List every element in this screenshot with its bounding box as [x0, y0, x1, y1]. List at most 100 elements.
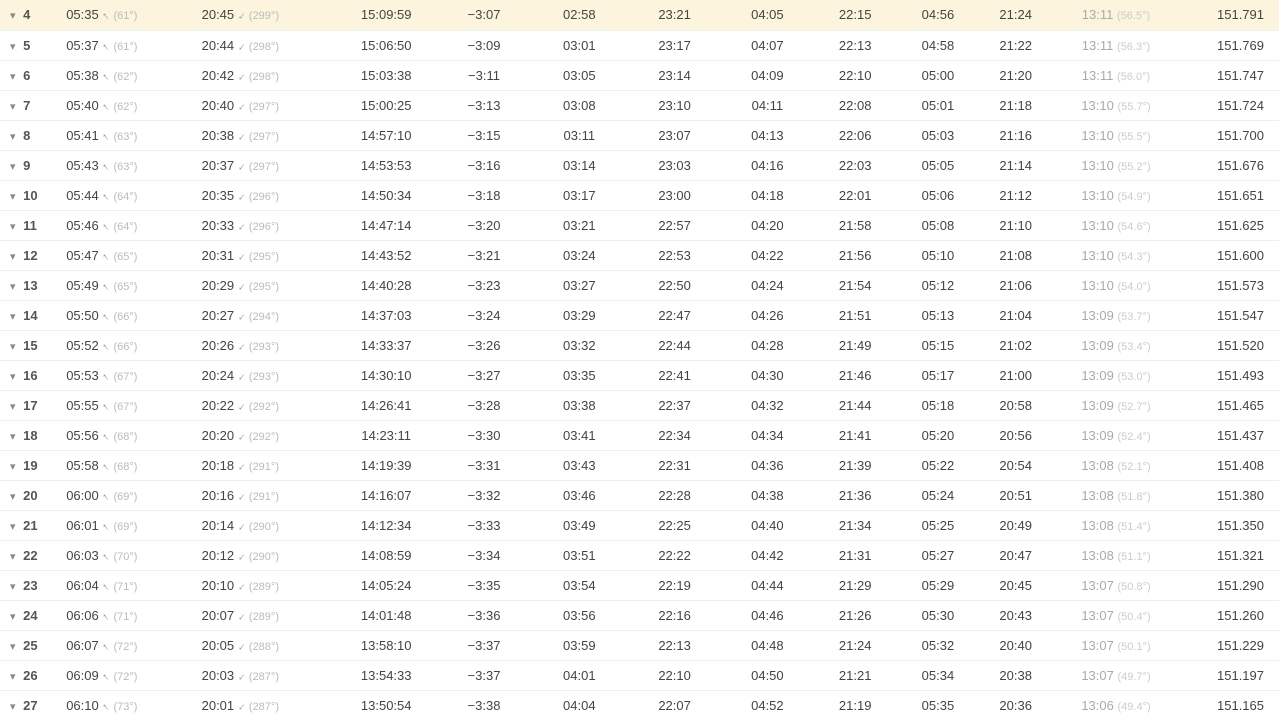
noon-cell: 13:07 (50.4°) — [1053, 600, 1178, 630]
table-row[interactable]: ▾ 2406:06 ↑ (71°)20:07 ↑ (289°)14:01:48−… — [0, 600, 1279, 630]
noon-angle: (55.5°) — [1117, 131, 1150, 143]
table-row[interactable]: ▾ 1705:55 ↑ (67°)20:22 ↑ (292°)14:26:41−… — [0, 390, 1279, 420]
table-row[interactable]: ▾ 1805:56 ↑ (68°)20:20 ↑ (292°)14:23:11−… — [0, 420, 1279, 450]
day-number: 17 — [23, 398, 37, 413]
astro-start-cell: 03:05 — [532, 60, 627, 90]
day-cell: ▾ 12 — [0, 240, 60, 270]
day-number: 6 — [23, 68, 30, 83]
table-row[interactable]: ▾ 1905:58 ↑ (68°)20:18 ↑ (291°)14:19:39−… — [0, 450, 1279, 480]
daylength-cell: 15:00:25 — [336, 90, 436, 120]
table-row[interactable]: ▾ 905:43 ↑ (63°)20:37 ↑ (297°)14:53:53−3… — [0, 150, 1279, 180]
table-row[interactable]: ▾ 1405:50 ↑ (66°)20:27 ↑ (294°)14:37:03−… — [0, 300, 1279, 330]
sunset-arrow-icon: ↑ — [236, 490, 248, 503]
sunset-angle: (298°) — [249, 41, 279, 53]
sunset-time: 20:29 — [202, 278, 235, 293]
noon-cell: 13:11 (56.3°) — [1053, 30, 1178, 60]
naut-end-cell: 22:06 — [813, 120, 898, 150]
table-row[interactable]: ▾ 2206:03 ↑ (70°)20:12 ↑ (290°)14:08:59−… — [0, 540, 1279, 570]
noon-cell: 13:08 (51.4°) — [1053, 510, 1178, 540]
table-row[interactable]: ▾ 2006:00 ↑ (69°)20:16 ↑ (291°)14:16:07−… — [0, 480, 1279, 510]
distance-cell: 151.493 — [1179, 360, 1279, 390]
naut-start-cell: 04:11 — [722, 90, 812, 120]
civil-start-cell: 05:35 — [898, 690, 978, 720]
sunset-time: 20:35 — [202, 188, 235, 203]
table-row[interactable]: ▾ 2606:09 ↑ (72°)20:03 ↑ (287°)13:54:33−… — [0, 660, 1279, 690]
sunrise-cell: 06:07 ↑ (72°) — [60, 630, 195, 660]
noon-angle: (53.4°) — [1117, 341, 1150, 353]
diff-cell: −3:28 — [436, 390, 531, 420]
civil-end-cell: 21:08 — [978, 240, 1053, 270]
sunrise-time: 05:56 — [66, 428, 99, 443]
sunset-angle: (293°) — [249, 341, 279, 353]
sunset-angle: (295°) — [249, 251, 279, 263]
daylength-cell: 14:08:59 — [336, 540, 436, 570]
table-row[interactable]: ▾ 1305:49 ↑ (65°)20:29 ↑ (295°)14:40:28−… — [0, 270, 1279, 300]
astro-start-cell: 03:01 — [532, 30, 627, 60]
naut-start-cell: 04:44 — [722, 570, 812, 600]
daylength-cell: 15:06:50 — [336, 30, 436, 60]
noon-cell: 13:09 (52.4°) — [1053, 420, 1178, 450]
distance-cell: 151.197 — [1179, 660, 1279, 690]
sunrise-angle: (63°) — [113, 161, 137, 173]
civil-start-cell: 04:56 — [898, 0, 978, 30]
sunset-time: 20:26 — [202, 338, 235, 353]
sunrise-cell: 06:04 ↑ (71°) — [60, 570, 195, 600]
astro-end-cell: 23:14 — [627, 60, 722, 90]
sunset-angle: (292°) — [249, 431, 279, 443]
sunset-time: 20:38 — [202, 128, 235, 143]
table-row[interactable]: ▾ 405:35 ↑ (61°)20:45 ↑ (299°)15:09:59−3… — [0, 0, 1279, 30]
civil-end-cell: 20:54 — [978, 450, 1053, 480]
astro-end-cell: 22:47 — [627, 300, 722, 330]
diff-cell: −3:37 — [436, 630, 531, 660]
distance-cell: 151.791 — [1179, 0, 1279, 30]
naut-end-cell: 21:54 — [813, 270, 898, 300]
sunset-cell: 20:01 ↑ (287°) — [196, 690, 336, 720]
table-row[interactable]: ▾ 1605:53 ↑ (67°)20:24 ↑ (293°)14:30:10−… — [0, 360, 1279, 390]
table-row[interactable]: ▾ 1205:47 ↑ (65°)20:31 ↑ (295°)14:43:52−… — [0, 240, 1279, 270]
sunrise-angle: (63°) — [113, 131, 137, 143]
table-row[interactable]: ▾ 605:38 ↑ (62°)20:42 ↑ (298°)15:03:38−3… — [0, 60, 1279, 90]
sunset-time: 20:18 — [202, 458, 235, 473]
table-row[interactable]: ▾ 705:40 ↑ (62°)20:40 ↑ (297°)15:00:25−3… — [0, 90, 1279, 120]
table-row[interactable]: ▾ 1505:52 ↑ (66°)20:26 ↑ (293°)14:33:37−… — [0, 330, 1279, 360]
table-row[interactable]: ▾ 2506:07 ↑ (72°)20:05 ↑ (288°)13:58:10−… — [0, 630, 1279, 660]
sunset-cell: 20:42 ↑ (298°) — [196, 60, 336, 90]
table-row[interactable]: ▾ 505:37 ↑ (61°)20:44 ↑ (298°)15:06:50−3… — [0, 30, 1279, 60]
noon-angle: (56.5°) — [1117, 10, 1150, 22]
sunrise-cell: 05:37 ↑ (61°) — [60, 30, 195, 60]
astro-start-cell: 03:56 — [532, 600, 627, 630]
table-row[interactable]: ▾ 2706:10 ↑ (73°)20:01 ↑ (287°)13:50:54−… — [0, 690, 1279, 720]
sunset-cell: 20:33 ↑ (296°) — [196, 210, 336, 240]
astro-end-cell: 22:50 — [627, 270, 722, 300]
table-row[interactable]: ▾ 805:41 ↑ (63°)20:38 ↑ (297°)14:57:10−3… — [0, 120, 1279, 150]
day-cell: ▾ 11 — [0, 210, 60, 240]
day-number: 16 — [23, 368, 37, 383]
day-cell: ▾ 14 — [0, 300, 60, 330]
astro-end-cell: 22:37 — [627, 390, 722, 420]
astro-end-cell: 22:53 — [627, 240, 722, 270]
table-row[interactable]: ▾ 2306:04 ↑ (71°)20:10 ↑ (289°)14:05:24−… — [0, 570, 1279, 600]
sunset-arrow-icon: ↑ — [236, 670, 248, 683]
table-row[interactable]: ▾ 1005:44 ↑ (64°)20:35 ↑ (296°)14:50:34−… — [0, 180, 1279, 210]
sunrise-time: 06:00 — [66, 488, 99, 503]
sunset-arrow-icon: ↑ — [236, 10, 248, 23]
noon-time: 13:09 — [1081, 308, 1114, 323]
noon-angle: (55.7°) — [1117, 101, 1150, 113]
daylength-cell: 14:26:41 — [336, 390, 436, 420]
sunrise-time: 06:07 — [66, 638, 99, 653]
astro-start-cell: 03:43 — [532, 450, 627, 480]
astro-end-cell: 23:10 — [627, 90, 722, 120]
table-row[interactable]: ▾ 2106:01 ↑ (69°)20:14 ↑ (290°)14:12:34−… — [0, 510, 1279, 540]
table-row[interactable]: ▾ 1105:46 ↑ (64°)20:33 ↑ (296°)14:47:14−… — [0, 210, 1279, 240]
noon-time: 13:07 — [1081, 638, 1114, 653]
diff-cell: −3:24 — [436, 300, 531, 330]
sunrise-time: 05:49 — [66, 278, 99, 293]
naut-end-cell: 21:34 — [813, 510, 898, 540]
sunrise-time: 05:53 — [66, 368, 99, 383]
naut-end-cell: 22:01 — [813, 180, 898, 210]
sunset-time: 20:27 — [202, 308, 235, 323]
sunrise-arrow-icon: ↑ — [100, 640, 112, 653]
astro-start-cell: 03:49 — [532, 510, 627, 540]
noon-angle: (56.0°) — [1117, 71, 1150, 83]
distance-cell: 151.229 — [1179, 630, 1279, 660]
